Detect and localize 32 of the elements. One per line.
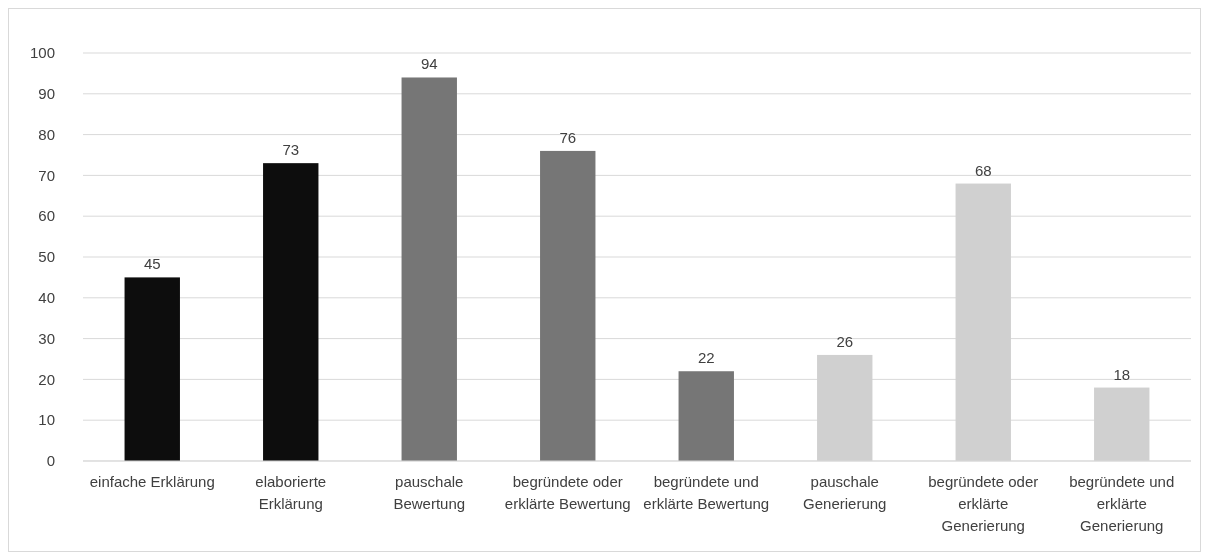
y-tick-label: 40 [38, 289, 55, 307]
y-tick-label: 60 [38, 207, 55, 225]
x-tick-label: einfache Erklärung [89, 473, 215, 490]
data-label: 68 [974, 161, 992, 179]
y-tick-label: 80 [38, 125, 55, 143]
data-label: 76 [559, 128, 577, 146]
bar [263, 163, 319, 461]
data-label: 18 [1113, 365, 1131, 383]
bar [401, 77, 457, 461]
y-tick-label: 0 [46, 452, 55, 470]
x-tick-label: pauschale Bewertung [393, 473, 466, 512]
y-tick-label: 100 [29, 44, 55, 62]
data-label: 22 [697, 349, 715, 367]
y-tick-label: 70 [38, 166, 55, 184]
data-label: 26 [836, 332, 854, 350]
bar [678, 371, 734, 461]
y-tick-label: 20 [38, 370, 55, 388]
x-tick-label: pauschale Generierung [803, 473, 887, 512]
data-label: 73 [282, 141, 300, 159]
x-tick-label: begründete und erklärte Bewertung [643, 473, 770, 512]
y-tick-label: 30 [38, 329, 55, 347]
x-tick-label: begründete oder erklärte Generierung [928, 473, 1039, 534]
x-tick-label: begründete oder erklärte Bewertung [504, 473, 631, 512]
bar [124, 277, 180, 461]
y-tick-label: 90 [38, 85, 55, 103]
data-label: 45 [143, 255, 161, 273]
data-label: 94 [420, 55, 438, 73]
bar [540, 150, 596, 461]
y-tick-label: 10 [38, 411, 55, 429]
y-tick-label: 50 [38, 248, 55, 266]
x-tick-label: elaborierte Erklärung [255, 473, 327, 512]
x-tick-label: begründete und erklärte Generierung [1069, 473, 1175, 534]
